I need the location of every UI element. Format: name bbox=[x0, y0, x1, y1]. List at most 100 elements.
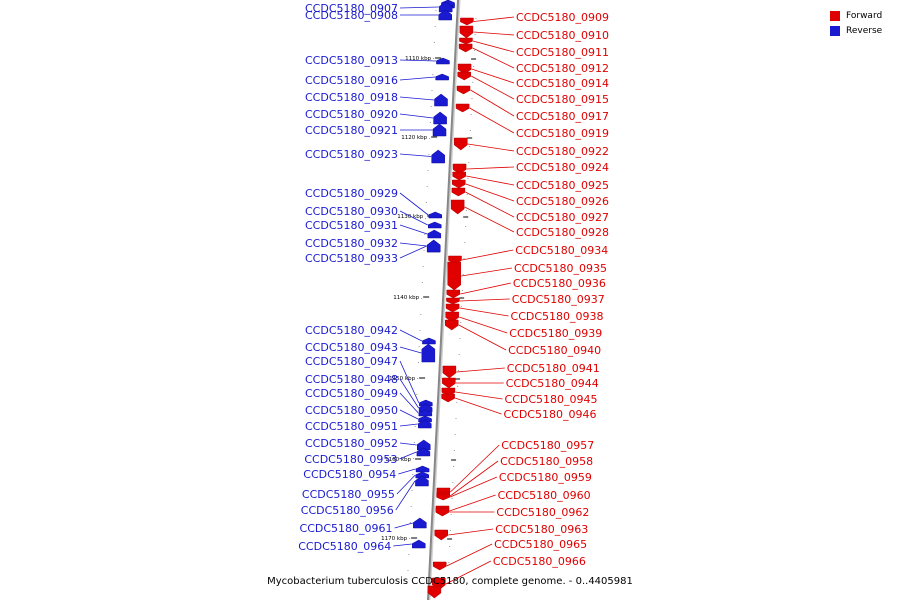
forward-gene-label: CCDC5180_0941 bbox=[507, 362, 600, 375]
axis-dot bbox=[421, 282, 423, 283]
forward-gene bbox=[447, 261, 461, 291]
forward-leader-line bbox=[450, 444, 500, 493]
reverse-gene-label: CCDC5180_0943 bbox=[305, 341, 398, 354]
reverse-gene-label: CCDC5180_0918 bbox=[305, 91, 398, 104]
reverse-gene bbox=[426, 239, 441, 253]
forward-gene-label: CCDC5180_0957 bbox=[501, 439, 594, 452]
reverse-leader-line bbox=[399, 378, 419, 409]
forward-gene-label: CCDC5180_0965 bbox=[494, 538, 587, 551]
forward-gene-label: CCDC5180_0939 bbox=[509, 327, 602, 340]
reverse-gene-label: CCDC5180_0955 bbox=[302, 488, 395, 501]
axis-dot bbox=[447, 578, 449, 579]
reverse-gene-label: CCDC5180_0956 bbox=[301, 504, 394, 517]
forward-leader-line bbox=[466, 166, 515, 170]
forward-leader-line bbox=[458, 324, 507, 351]
reverse-gene-label: CCDC5180_0931 bbox=[305, 219, 398, 232]
forward-gene-label: CCDC5180_0926 bbox=[516, 195, 609, 208]
forward-gene-label: CCDC5180_0925 bbox=[516, 179, 609, 192]
reverse-leader-line bbox=[399, 329, 423, 342]
reverse-gene-label: CCDC5180_0933 bbox=[305, 252, 398, 265]
reverse-gene-label: CCDC5180_0949 bbox=[305, 387, 398, 400]
forward-gene bbox=[452, 179, 466, 189]
forward-gene bbox=[459, 37, 473, 45]
reverse-gene-label: CCDC5180_0916 bbox=[305, 74, 398, 87]
axis-dot bbox=[470, 114, 472, 115]
forward-leader-line bbox=[465, 191, 515, 218]
reverse-gene bbox=[432, 123, 447, 137]
axis-dot bbox=[407, 570, 409, 571]
axis-dot bbox=[465, 210, 467, 211]
forward-leader-line bbox=[459, 307, 509, 317]
forward-leader-line bbox=[472, 40, 515, 53]
axis-dot bbox=[472, 82, 474, 83]
forward-leader-line bbox=[460, 282, 511, 295]
axis-dot bbox=[433, 42, 435, 43]
forward-gene bbox=[446, 289, 461, 299]
reverse-leader-line bbox=[399, 76, 436, 81]
forward-gene-label: CCDC5180_0915 bbox=[516, 93, 609, 106]
axis-dot bbox=[418, 346, 420, 347]
reverse-gene-label: CCDC5180_0951 bbox=[305, 420, 398, 433]
axis-dot bbox=[411, 490, 413, 491]
reverse-leader-line bbox=[395, 480, 416, 511]
axis-dot bbox=[468, 162, 470, 163]
forward-gene bbox=[445, 319, 459, 331]
forward-gene-label: CCDC5180_0910 bbox=[516, 29, 609, 42]
reverse-gene-label: CCDC5180_0932 bbox=[305, 237, 398, 250]
forward-gene-label: CCDC5180_0935 bbox=[514, 262, 607, 275]
forward-leader-line bbox=[449, 476, 498, 498]
forward-gene bbox=[457, 71, 471, 81]
forward-leader-line bbox=[448, 528, 494, 536]
axis-dot bbox=[448, 562, 450, 563]
reverse-gene-label: CCDC5180_0913 bbox=[305, 54, 398, 67]
scale-tick-label: 1160 kbp bbox=[385, 457, 411, 463]
axis-dot bbox=[473, 50, 475, 51]
forward-leader-line bbox=[471, 75, 515, 100]
scale-tick-label: 1130 kbp bbox=[397, 214, 423, 220]
axis-dot bbox=[412, 474, 414, 475]
axis-dot bbox=[408, 554, 410, 555]
axis-dot bbox=[462, 274, 464, 275]
axis-dot bbox=[422, 266, 424, 267]
forward-gene-label: CCDC5180_0912 bbox=[516, 62, 609, 75]
axis-dot bbox=[429, 138, 431, 139]
reverse-gene-label: CCDC5180_0950 bbox=[305, 404, 398, 417]
forward-gene-label: CCDC5180_0909 bbox=[516, 11, 609, 24]
forward-swatch bbox=[830, 10, 840, 21]
forward-leader-line bbox=[461, 267, 513, 277]
axis-dot bbox=[409, 538, 411, 539]
forward-gene-label: CCDC5180_0944 bbox=[506, 377, 599, 390]
reverse-gene-label: CCDC5180_0908 bbox=[305, 9, 398, 22]
reverse-gene bbox=[435, 73, 449, 81]
forward-leader-line bbox=[446, 543, 493, 567]
reverse-gene-label: CCDC5180_0953 bbox=[304, 453, 397, 466]
forward-gene bbox=[446, 297, 460, 305]
reverse-leader-line bbox=[399, 242, 427, 247]
forward-leader-line bbox=[464, 206, 515, 233]
axis-dot bbox=[410, 506, 412, 507]
reverse-gene bbox=[421, 343, 436, 363]
axis-dot bbox=[469, 146, 471, 147]
forward-leader-line bbox=[456, 367, 505, 373]
forward-gene bbox=[442, 365, 457, 379]
forward-gene-label: CCDC5180_0959 bbox=[499, 471, 592, 484]
genome-axis bbox=[427, 0, 459, 600]
axis-dot bbox=[475, 18, 477, 19]
reverse-gene-label: CCDC5180_0947 bbox=[305, 355, 398, 368]
axis-dot bbox=[464, 242, 466, 243]
reverse-leader-line bbox=[399, 113, 434, 119]
axis-dot bbox=[466, 194, 468, 195]
forward-gene bbox=[427, 585, 442, 599]
forward-leader-line bbox=[473, 31, 515, 36]
reverse-gene bbox=[434, 93, 448, 107]
axis-dot bbox=[419, 330, 421, 331]
forward-gene-label: CCDC5180_0960 bbox=[498, 489, 591, 502]
axis-dot bbox=[474, 34, 476, 35]
forward-gene-label: CCDC5180_0958 bbox=[500, 455, 593, 468]
reverse-leader-line bbox=[398, 468, 416, 475]
axis-dot bbox=[457, 370, 459, 371]
reverse-leader-line bbox=[399, 153, 432, 157]
reverse-gene-label: CCDC5180_0961 bbox=[300, 522, 393, 535]
axis-dot bbox=[452, 482, 454, 483]
